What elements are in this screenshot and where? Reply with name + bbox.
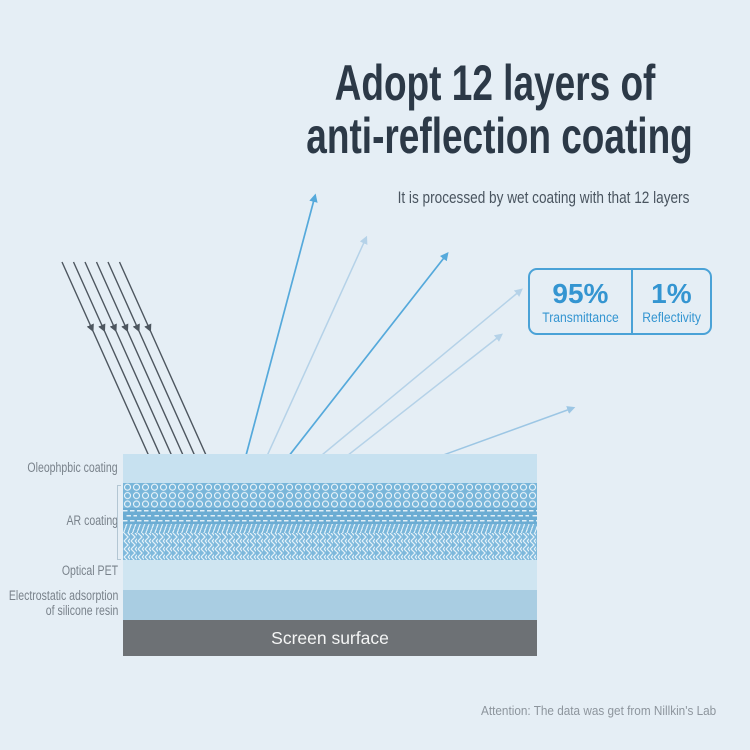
layer-ar-circle-pattern [123, 483, 537, 508]
layer-electrostatic-adsorption [123, 590, 537, 620]
layer-ar-chevron-pattern [123, 533, 537, 560]
stats-panel: 95% Transmittance 1% Reflectivity [528, 268, 712, 335]
coating-layer-stack: Screen surface [123, 454, 537, 656]
page-title-line2: anti-reflection coating [306, 108, 693, 164]
layer-oleophobic-coating [123, 454, 537, 483]
stat-transmittance: 95% Transmittance [530, 270, 631, 333]
layer-optical-pet [123, 560, 537, 590]
transmittance-value: 95% [552, 278, 609, 309]
label-electrostatic-line1: Electrostatic adsorption [8, 588, 118, 603]
label-ar-coating: AR coating [66, 513, 118, 528]
label-electrostatic-adsorption: Electrostatic adsorption of silicone res… [8, 588, 118, 618]
page-title-line1: Adopt 12 layers of [334, 55, 656, 111]
dash-pattern [123, 508, 537, 524]
reflectivity-value: 1% [651, 278, 692, 309]
layer-ar-dash-pattern [123, 508, 537, 524]
circle-pattern [123, 483, 537, 508]
label-oleophobic-coating: Oleophpbic coating [27, 460, 118, 475]
reflectivity-label: Reflectivity [642, 310, 701, 325]
stat-reflectivity: 1% Reflectivity [630, 270, 710, 333]
label-electrostatic-line2: of silicone resin [45, 602, 118, 618]
ar-coating-bracket [117, 485, 121, 560]
page-subtitle: It is processed by wet coating with that… [397, 188, 690, 207]
transmittance-label: Transmittance [542, 310, 619, 325]
label-optical-pet: Optical PET [61, 563, 118, 578]
page-title: Adopt 12 layers of anti-reflection coati… [306, 55, 693, 164]
screen-surface-label: Screen surface [271, 627, 389, 648]
screen-surface-bar: Screen surface [123, 620, 537, 656]
attention-note: Attention: The data was get from Nillkin… [480, 704, 716, 718]
layer-ar-diagonal-pattern [123, 524, 537, 533]
chevron-pattern [123, 533, 537, 560]
